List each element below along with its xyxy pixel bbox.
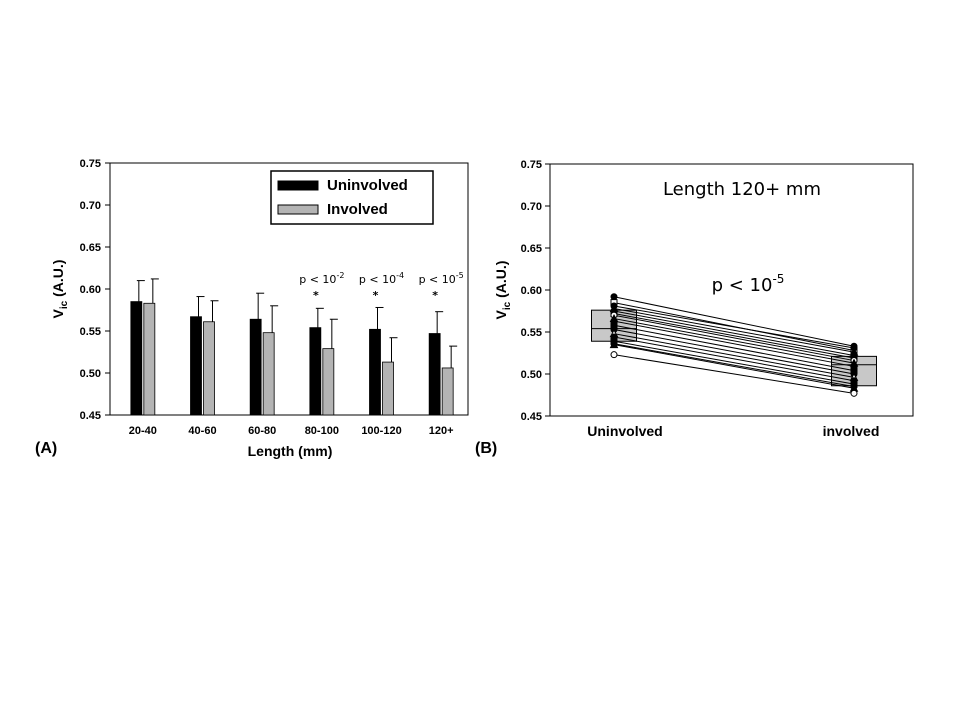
panel-a-x-axis-label: Length (mm) xyxy=(248,443,333,459)
panel-b-title: Length 120+ mm xyxy=(663,179,821,200)
y-tick-label: 0.65 xyxy=(521,243,542,255)
significance-star: * xyxy=(432,289,438,302)
p-value-annotation: p < 10-4 xyxy=(359,271,404,286)
x-tick-label: 120+ xyxy=(429,425,454,437)
y-tick-label: 0.55 xyxy=(521,327,542,339)
panel-a-y-axis-label: Vic (A.U.) xyxy=(50,260,70,319)
paired-line xyxy=(613,336,855,382)
legend-swatch-involved xyxy=(277,204,319,215)
legend-box xyxy=(270,170,434,225)
bar-uninvolved-120+ xyxy=(428,333,441,416)
y-tick-label: 0.60 xyxy=(80,284,101,296)
x-tick-label: involved xyxy=(823,423,880,439)
y-tick-label: 0.70 xyxy=(521,201,542,213)
bar-uninvolved-80-100 xyxy=(309,327,322,416)
bar-involved-60-80 xyxy=(262,332,275,416)
bar-uninvolved-100-120 xyxy=(369,328,381,416)
bar-uninvolved-60-80 xyxy=(249,318,262,416)
panel-b-y-axis-label: Vic (A.U.) xyxy=(493,261,513,320)
y-tick-label: 0.50 xyxy=(521,369,542,381)
panel-a-label: (A) xyxy=(35,440,58,457)
panel-b-label: (B) xyxy=(475,440,498,457)
x-tick-label: 20-40 xyxy=(129,425,157,437)
y-tick-label: 0.65 xyxy=(80,242,101,254)
significance-star: * xyxy=(373,289,379,302)
legend-label-involved: Involved xyxy=(327,201,388,218)
data-point xyxy=(610,351,618,359)
p-value-annotation: p < 10-2 xyxy=(299,271,344,286)
paired-line xyxy=(613,324,855,372)
bar-involved-120+ xyxy=(441,367,454,416)
paired-line xyxy=(613,320,855,367)
paired-line xyxy=(613,307,855,353)
panel-b-p-value: p < 10-5 xyxy=(712,272,785,296)
bar-involved-100-120 xyxy=(382,361,394,416)
bar-uninvolved-40-60 xyxy=(190,316,202,416)
y-tick-label: 0.75 xyxy=(80,158,101,170)
x-tick-label: Uninvolved xyxy=(587,423,662,439)
data-point xyxy=(610,293,618,301)
bar-involved-80-100 xyxy=(322,348,335,416)
paired-line xyxy=(613,333,855,378)
data-point xyxy=(609,340,619,349)
paired-line xyxy=(613,344,855,389)
paired-line xyxy=(613,305,855,349)
paired-line xyxy=(613,343,855,388)
paired-line xyxy=(613,310,855,357)
x-tick-label: 80-100 xyxy=(305,425,339,437)
y-tick-label: 0.45 xyxy=(80,410,101,422)
paired-line xyxy=(613,318,855,364)
y-tick-label: 0.50 xyxy=(80,368,101,380)
paired-line xyxy=(613,314,855,362)
p-value-annotation: p < 10-5 xyxy=(419,271,464,286)
panel-a-legend: Uninvolved Involved xyxy=(270,170,434,225)
x-tick-label: 60-80 xyxy=(248,425,276,437)
paired-line xyxy=(613,313,855,359)
data-point xyxy=(850,389,858,397)
bar-involved-20-40 xyxy=(143,302,156,416)
panel-a-bar-chart: 0.45 0.50 0.55 0.60 0.65 0.70 0.75 20-40 40-60 6… xyxy=(50,158,469,459)
bar-uninvolved-20-40 xyxy=(130,301,143,416)
significance-star: * xyxy=(313,289,319,302)
paired-line xyxy=(613,296,855,347)
y-tick-label: 0.45 xyxy=(521,411,542,423)
y-tick-label: 0.60 xyxy=(521,285,542,297)
legend-label-uninvolved: Uninvolved xyxy=(327,177,408,194)
bar-involved-40-60 xyxy=(203,321,215,416)
y-tick-label: 0.75 xyxy=(521,159,542,171)
x-tick-label: 40-60 xyxy=(188,425,216,437)
x-tick-label: 100-120 xyxy=(361,425,401,437)
paired-line xyxy=(613,328,855,375)
y-tick-label: 0.70 xyxy=(80,200,101,212)
paired-line xyxy=(613,354,855,394)
y-tick-label: 0.55 xyxy=(80,326,101,338)
paired-line xyxy=(613,340,855,385)
panel-b-paired-box-chart: 0.45 0.50 0.55 0.60 0.65 0.70 0.75 Uninvolved i… xyxy=(493,159,914,439)
legend-swatch-uninvolved xyxy=(277,180,319,191)
